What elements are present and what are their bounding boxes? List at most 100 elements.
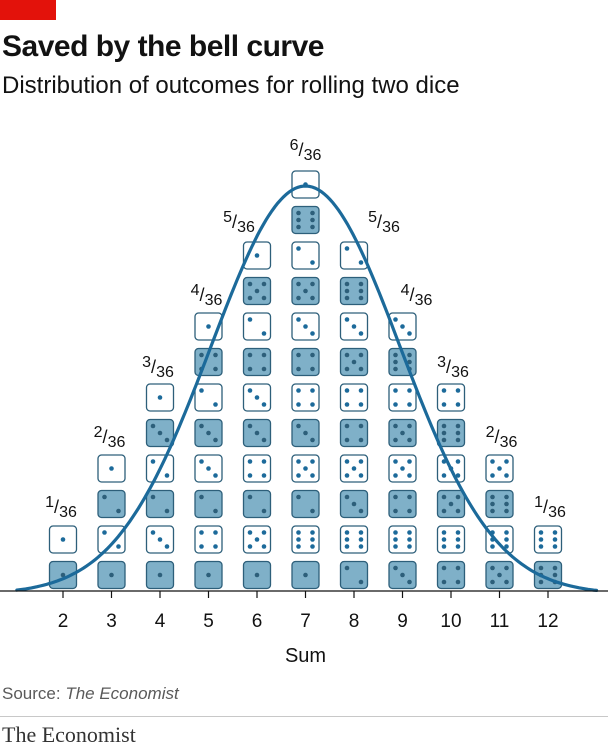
die-second-sum-6 [242, 525, 272, 554]
x-axis-ticks: 2 3 4 5 6 7 8 9 10 11 12 [58, 591, 559, 632]
die-second-sum-8 [339, 312, 369, 341]
die-first-sum-7 [291, 560, 320, 590]
die-second-sum-6 [242, 312, 272, 341]
die-first-sum-10 [436, 418, 466, 448]
x-axis-label: Sum [285, 645, 326, 667]
die-second-sum-10 [436, 383, 466, 412]
die-first-sum-9 [388, 489, 417, 519]
die-first-sum-6 [242, 560, 272, 590]
bar-sum-7 [291, 170, 320, 590]
x-tick-label-7: 7 [300, 611, 311, 632]
die-second-sum-12 [533, 525, 563, 554]
die-first-sum-9 [388, 418, 417, 448]
x-tick-label-4: 4 [155, 611, 166, 632]
die-first-sum-7 [291, 205, 320, 235]
probability-label-8: 5/36 [368, 209, 400, 236]
probability-label-10: 3/36 [437, 354, 469, 381]
die-second-sum-8 [339, 525, 369, 554]
probability-label-12: 1/36 [534, 494, 566, 521]
die-first-sum-7 [291, 418, 320, 448]
die-second-sum-9 [388, 383, 417, 412]
x-tick-label-3: 3 [106, 611, 117, 632]
brand-tag [0, 0, 56, 20]
probability-label-5: 4/36 [191, 282, 223, 309]
die-first-sum-8 [339, 276, 369, 306]
die-second-sum-7 [291, 312, 320, 341]
probability-label-7: 6/36 [290, 137, 322, 164]
probability-label-2: 1/36 [45, 494, 77, 521]
x-tick-label-6: 6 [252, 611, 263, 632]
die-first-sum-6 [242, 276, 272, 306]
source-note: Source: The Economist [2, 684, 179, 704]
x-tick-label-5: 5 [203, 611, 214, 632]
die-first-sum-4 [145, 489, 175, 519]
die-first-sum-10 [436, 560, 466, 590]
footer-divider [0, 716, 608, 717]
die-second-sum-11 [485, 454, 514, 483]
die-first-sum-5 [194, 489, 223, 519]
die-second-sum-6 [242, 383, 272, 412]
die-first-sum-4 [145, 560, 175, 590]
die-second-sum-7 [291, 383, 320, 412]
probability-label-4: 3/36 [142, 354, 174, 381]
die-second-sum-11 [485, 525, 514, 554]
die-first-sum-11 [485, 489, 514, 519]
bell-curve [15, 184, 599, 592]
probability-label-11: 2/36 [486, 424, 518, 451]
die-second-sum-4 [145, 383, 175, 412]
source-name: The Economist [65, 684, 179, 703]
x-tick-label-9: 9 [397, 611, 408, 632]
die-second-sum-2 [48, 525, 78, 554]
die-second-sum-3 [97, 525, 126, 554]
die-first-sum-7 [291, 347, 320, 377]
die-second-sum-9 [388, 454, 417, 483]
publisher-logo: The Economist [2, 722, 136, 747]
x-tick-label-12: 12 [537, 611, 558, 632]
die-first-sum-10 [436, 489, 466, 519]
probability-label-3: 2/36 [94, 424, 126, 451]
x-tick-label-8: 8 [349, 611, 360, 632]
die-second-sum-8 [339, 383, 369, 412]
die-first-sum-8 [339, 560, 369, 590]
probability-labels: 1/36 2/36 3/36 4/36 5/36 6/36 5/36 4/36 3/36 2/36… [45, 137, 566, 521]
die-second-sum-6 [242, 454, 272, 483]
die-second-sum-4 [145, 525, 175, 554]
bar-sum-11 [485, 454, 514, 590]
die-first-sum-8 [339, 489, 369, 519]
die-first-sum-3 [97, 489, 126, 519]
chart-title: Saved by the bell curve [2, 30, 324, 63]
bar-sum-3 [97, 454, 126, 590]
die-first-sum-8 [339, 347, 369, 377]
source-prefix: Source: [2, 684, 61, 703]
die-second-sum-9 [388, 525, 417, 554]
die-first-sum-6 [242, 489, 272, 519]
x-tick-label-11: 11 [490, 611, 510, 632]
dice-layer [48, 170, 563, 590]
die-second-sum-7 [291, 241, 320, 270]
die-first-sum-9 [388, 560, 417, 590]
die-second-sum-5 [194, 525, 223, 554]
probability-label-6: 5/36 [223, 209, 255, 236]
die-second-sum-8 [339, 454, 369, 483]
die-first-sum-7 [291, 276, 320, 306]
bar-sum-8 [339, 241, 369, 590]
die-first-sum-8 [339, 418, 369, 448]
x-tick-label-10: 10 [440, 611, 461, 632]
die-first-sum-6 [242, 418, 272, 448]
chart-subtitle: Distribution of outcomes for rolling two… [2, 72, 460, 99]
dice-distribution-chart: 1/36 2/36 3/36 4/36 5/36 6/36 5/36 4/36 3/36 2/36… [0, 137, 608, 667]
die-second-sum-3 [97, 454, 126, 483]
die-second-sum-5 [194, 383, 223, 412]
die-first-sum-6 [242, 347, 272, 377]
die-first-sum-5 [194, 418, 223, 448]
die-second-sum-7 [291, 454, 320, 483]
bar-sum-6 [242, 241, 272, 590]
x-tick-label-2: 2 [58, 611, 69, 632]
die-second-sum-10 [436, 525, 466, 554]
die-first-sum-11 [485, 560, 514, 590]
die-first-sum-7 [291, 489, 320, 519]
die-first-sum-5 [194, 560, 223, 590]
die-second-sum-7 [291, 525, 320, 554]
die-first-sum-3 [97, 560, 126, 590]
